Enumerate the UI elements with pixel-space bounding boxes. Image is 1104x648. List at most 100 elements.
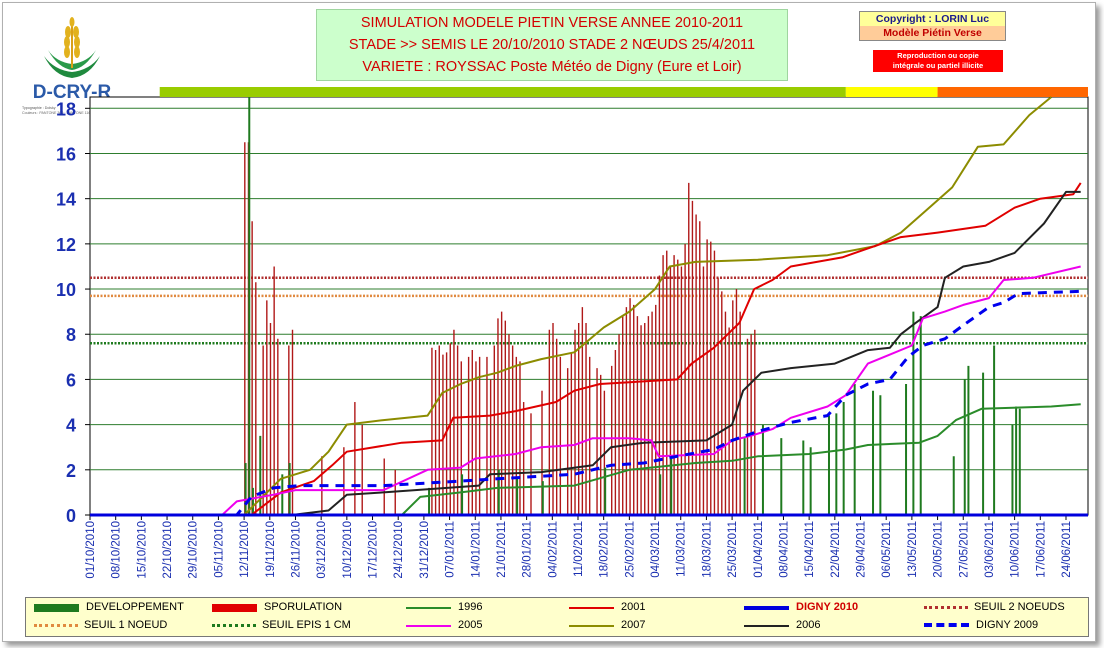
x-tick-label: 22/04/2011 [830,521,842,578]
series-line-1996 [90,403,1081,516]
y-tick-label: 10 [56,280,76,300]
series-line-2001 [90,182,1082,516]
legend-label: 1996 [458,601,483,613]
legend-swatch [569,625,614,627]
chart-title-box: SIMULATION MODELE PIETIN VERSE ANNEE 201… [316,9,788,81]
legend-item: 1996 [406,601,581,615]
warning-line-1: Reproduction ou copie [897,51,979,60]
x-tick-label: 13/05/2011 [907,521,919,578]
x-tick-label: 21/01/2011 [496,521,508,578]
legend-swatch [34,624,78,627]
x-tick-label: 15/10/2010 [136,521,148,579]
x-tick-label: 04/02/2011 [547,521,559,578]
x-tick-label: 10/12/2010 [342,521,354,579]
x-tick-label: 20/05/2011 [933,521,945,578]
legend-swatch [569,607,614,609]
reproduction-warning: Reproduction ou copie intégrale ou parti… [873,50,1003,72]
legend-label: 2007 [621,619,646,631]
legend-item: SPORULATION [212,601,387,615]
stage-band-1 [159,87,846,97]
x-tick-label: 24/12/2010 [393,521,405,579]
title-line-1: SIMULATION MODELE PIETIN VERSE ANNEE 201… [360,15,744,31]
chart-legend: DEVELOPPEMENT SPORULATION 1996 2001 DIGNY 20… [25,597,1089,637]
copyright-box: Copyright : LORIN Luc Modèle Piétin Vers… [859,11,1006,41]
stage-band-2 [845,87,938,97]
stage-band-3 [937,87,1088,97]
legend-swatch [34,604,79,612]
x-tick-label: 03/06/2011 [984,521,996,578]
legend-item: DIGNY 2009 [924,619,1099,633]
series-line-2006 [90,190,1081,516]
x-tick-label: 05/11/2010 [213,521,225,578]
x-tick-label: 26/11/2010 [290,521,302,578]
legend-swatch [406,625,451,627]
x-tick-label: 17/06/2011 [1035,521,1047,578]
x-tick-label: 18/02/2011 [599,521,611,578]
copyright-line-2: Modèle Piétin Verse [860,26,1005,40]
x-tick-label: 08/10/2010 [111,521,123,579]
logo-small-line-1: Typographie : Dolsky [22,106,56,110]
legend-item: DEVELOPPEMENT [34,601,209,615]
legend-item: SEUIL 1 NOEUD [34,619,209,633]
chart-svg: 0 2 4 6 8 10 12 14 16 18 01/10/2010 08/10/2010 15/10… [56,87,1089,579]
legend-label: DIGNY 2010 [796,601,859,613]
x-tick-label: 29/04/2011 [856,521,868,578]
legend-label: DEVELOPPEMENT [86,601,184,613]
x-tick-label: 15/04/2011 [804,521,816,578]
x-tick-label: 01/10/2010 [85,521,97,579]
legend-swatch [212,624,256,627]
y-tick-label: 6 [66,370,76,390]
x-tick-label: 07/01/2011 [445,521,457,578]
copyright-line-1: Copyright : LORIN Luc [860,12,1005,26]
legend-swatch [924,606,968,609]
y-tick-label: 0 [66,506,76,526]
x-tick-label: 25/03/2011 [727,521,739,578]
legend-item: SEUIL EPIS 1 CM [212,619,387,633]
y-tick-label: 16 [56,144,76,164]
legend-label: SEUIL 2 NOEUDS [974,601,1065,613]
x-tick-label: 19/11/2010 [265,521,277,578]
legend-item: 2007 [569,619,744,633]
legend-item: DIGNY 2010 [744,601,919,615]
x-tick-label: 03/12/2010 [316,521,328,579]
y-tick-label: 12 [56,235,76,255]
legend-label: DIGNY 2009 [976,619,1039,631]
x-tick-label: 31/12/2010 [419,521,431,579]
legend-swatch [212,604,257,612]
legend-label: 2005 [458,619,483,631]
series-line-digny-2009 [90,289,1081,517]
title-line-2: STADE >> SEMIS LE 20/10/2010 STADE 2 NŒU… [348,37,756,53]
x-tick-label: 29/10/2010 [188,521,200,579]
x-tick-label: 06/05/2011 [881,521,893,578]
x-tick-label: 12/11/2010 [239,521,251,578]
y-tick-label: 4 [66,416,76,436]
legend-label: SEUIL 1 NOEUD [84,619,168,631]
x-tick-label: 14/01/2011 [470,521,482,578]
x-tick-label: 27/05/2011 [958,521,970,578]
legend-swatch [924,623,969,627]
series-line-2007 [90,96,1052,516]
x-tick-label: 28/01/2011 [522,521,534,578]
x-tick-label: 24/06/2011 [1061,521,1073,578]
y-tick-label: 2 [66,461,76,481]
x-tick-label: 11/03/2011 [676,521,688,577]
y-tick-label: 14 [56,190,76,210]
x-tick-label: 17/12/2010 [368,521,380,579]
y-tick-label: 8 [66,325,76,345]
legend-swatch [744,625,789,627]
legend-label: SEUIL EPIS 1 CM [262,619,351,631]
legend-label: 2006 [796,619,821,631]
x-tick-label: 11/02/2011 [573,521,585,577]
y-tick-label: 18 [56,99,76,119]
legend-label: SPORULATION [264,601,343,613]
legend-item: SEUIL 2 NOEUDS [924,601,1099,615]
legend-label: 2001 [621,601,646,613]
legend-item: 2005 [406,619,581,633]
warning-line-2: intégrale ou partiel illicite [892,61,984,70]
title-line-3: VARIETE : ROYSSAC Poste Météo de Digny (… [362,59,742,75]
series-line-2005 [90,265,1081,516]
x-tick-label: 10/06/2011 [1010,521,1022,578]
x-tick-label: 18/03/2011 [701,521,713,578]
legend-swatch [406,607,451,609]
legend-item: 2006 [744,619,919,633]
